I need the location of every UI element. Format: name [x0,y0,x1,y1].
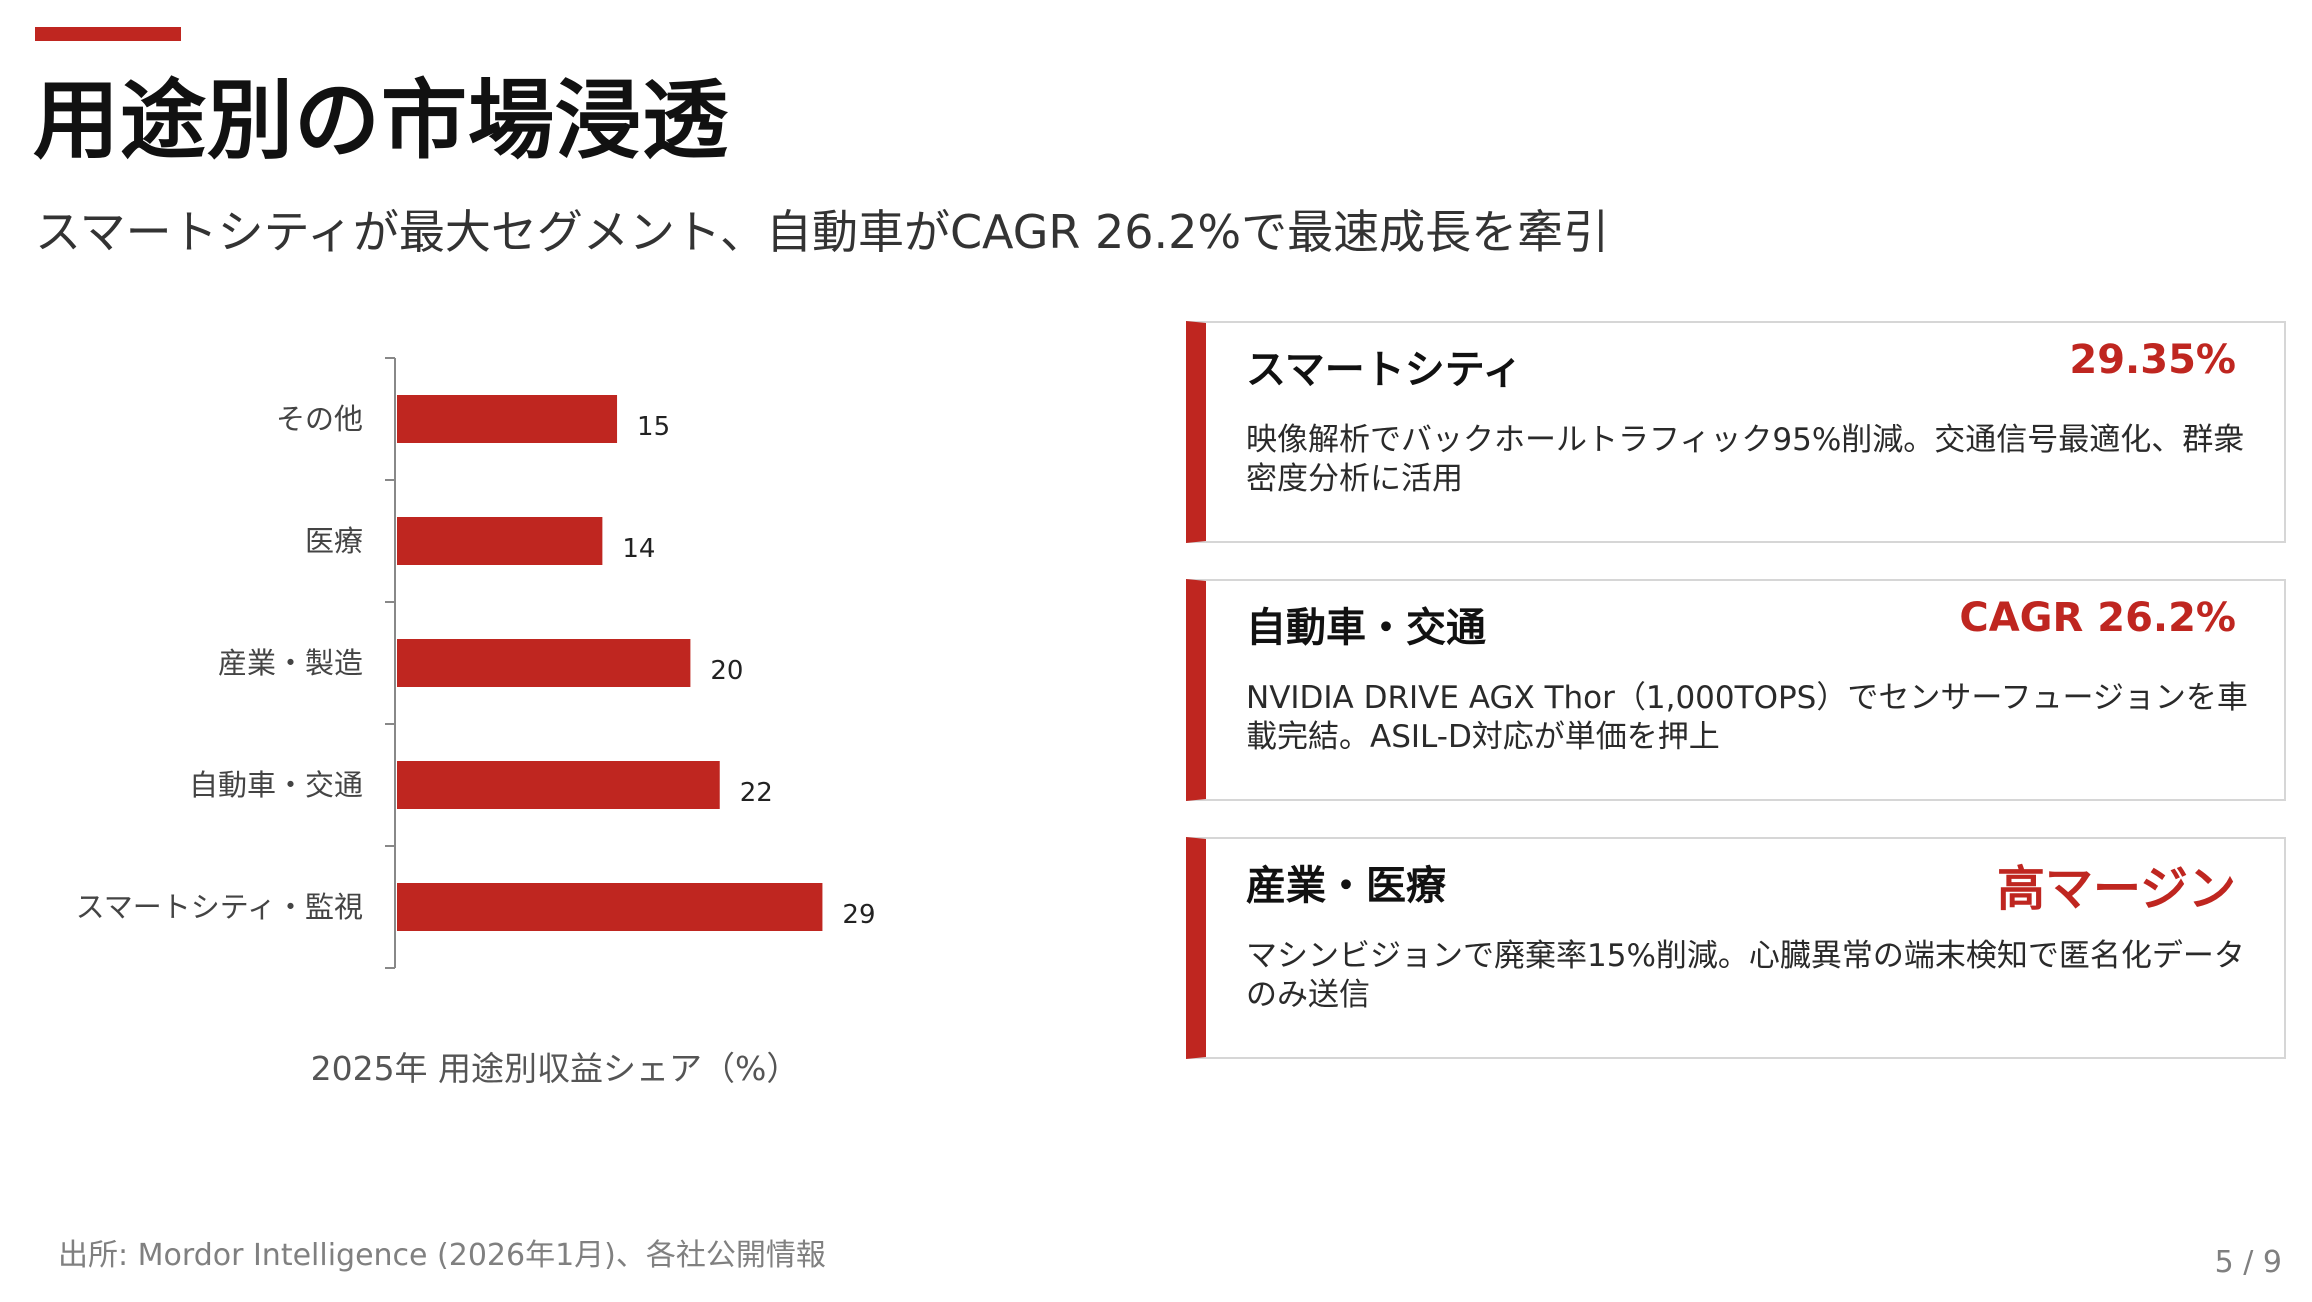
category-label: 医療 [305,524,363,558]
source-note: 出所: Mordor Intelligence (2026年1月)、各社公開情報 [58,1238,826,1273]
data-label: 29 [842,900,875,930]
data-label: 20 [710,656,743,686]
card-description: マシンビジョンで廃棄率15%削減。心臓異常の端末検知で匿名化データのみ送信 [1246,938,2245,1013]
category-label: 産業・製造 [218,646,363,680]
page-title: 用途別の市場浸透 [33,71,729,171]
card-description: NVIDIA DRIVE AGX Thor（1,000TOPS）でセンサーフュー… [1246,680,2248,755]
segment-card-smart-city: スマートシティ 29.35% 映像解析でバックホールトラフィック95%削減。交通… [1186,321,2286,543]
bar [397,761,720,809]
category-label: スマートシティ・監視 [76,890,363,924]
bar [397,517,603,565]
card-title: 自動車・交通 [1246,605,1486,651]
segment-card-industrial-medical: 産業・医療 高マージン マシンビジョンで廃棄率15%削減。心臓異常の端末検知で匿… [1186,837,2286,1059]
card-metric: CAGR 26.2% [1959,595,2236,641]
bar [397,395,618,443]
card-description: 映像解析でバックホールトラフィック95%削減。交通信号最適化、群衆密度分析に活用 [1246,422,2245,497]
data-label: 15 [637,412,670,442]
card-title: 産業・医療 [1246,863,1446,909]
segment-card-automotive: 自動車・交通 CAGR 26.2% NVIDIA DRIVE AGX Thor（… [1186,579,2286,801]
card-title: スマートシティ [1246,347,1523,393]
bar [397,639,691,687]
title-accent-bar [35,27,181,41]
data-label: 14 [622,534,655,564]
page-subtitle: スマートシティが最大セグメント、自動車がCAGR 26.2%で最速成長を牽引 [35,205,1610,259]
data-label: 22 [740,778,773,808]
card-metric: 29.35% [2069,337,2236,383]
category-label: 自動車・交通 [189,768,363,802]
chart-svg: その他 15 医療 14 産業・製造 20 自動車・交通 22 スマートシティ・監視 29 2025… [76,357,876,1088]
segment-cards: スマートシティ 29.35% 映像解析でバックホールトラフィック95%削減。交通… [1186,321,2286,1095]
revenue-share-bar-chart: その他 15 医療 14 産業・製造 20 自動車・交通 22 スマートシティ・監視 29 2025… [0,340,1000,1120]
chart-caption: 2025年 用途別収益シェア（%） [311,1049,800,1088]
category-label: その他 [276,402,363,436]
bar [397,883,823,931]
page-number: 5 / 9 [2214,1245,2282,1280]
card-metric: 高マージン [1996,861,2236,917]
